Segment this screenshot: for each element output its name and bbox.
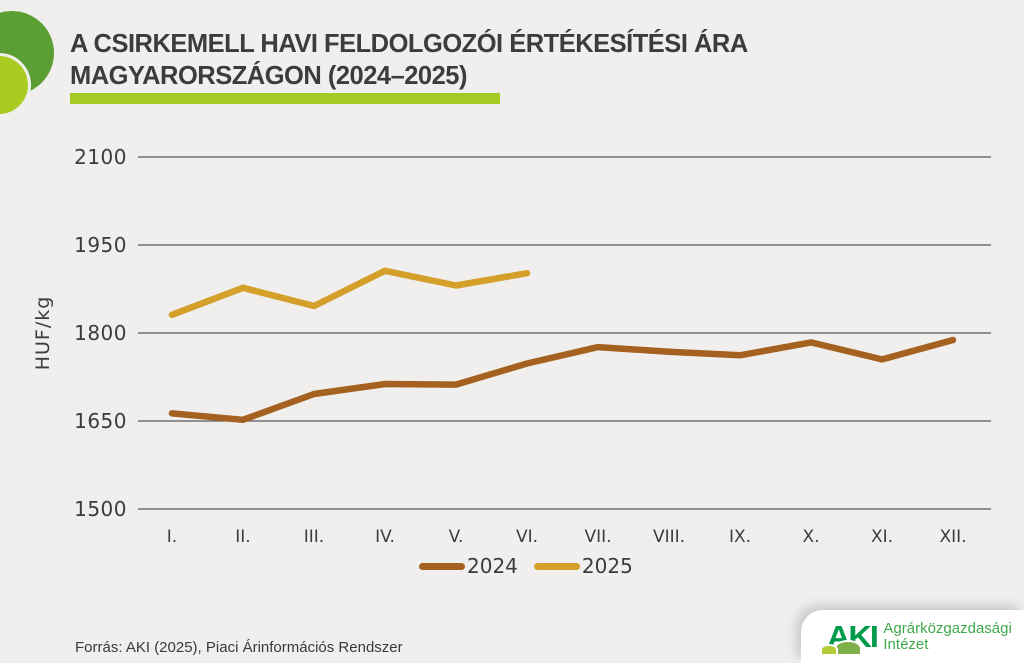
- legend-swatch-2024: [419, 562, 465, 570]
- aki-logo-name-line2: Intézet: [883, 635, 929, 653]
- aki-logo-name: Agrárközgazdasági Intézet: [883, 619, 1012, 653]
- x-tick-label-1: I.: [166, 527, 178, 547]
- x-tick-label-9: IX.: [728, 527, 752, 547]
- source-note: Forrás: AKI (2025), Piaci Árinformációs …: [75, 639, 403, 656]
- x-tick-label-11: XI.: [870, 527, 894, 547]
- x-tick-label-12: XII.: [939, 527, 967, 547]
- legend-item-2025: 2025: [533, 554, 633, 578]
- aki-logo-name-line1: Agrárközgazdasági: [883, 619, 1012, 637]
- page-title-line1: A CSIRKEMELL HAVI FELDOLGOZÓI ÉRTÉKESÍTÉ…: [70, 28, 748, 58]
- x-tick-label-5: V.: [448, 527, 464, 547]
- legend-swatch-2025: [533, 562, 580, 570]
- series-line-2024: [168, 336, 957, 424]
- x-tick-label-4: IV.: [375, 527, 395, 547]
- logo-hill-large-icon: [834, 639, 862, 654]
- x-tick-label-2: II.: [235, 527, 251, 547]
- x-tick-label-7: VII.: [584, 527, 612, 547]
- gridlines: [138, 156, 991, 510]
- logo-hill-small-icon: [820, 643, 838, 654]
- y-tick-label-1950: 1950: [74, 233, 127, 257]
- y-tick-label-1500: 1500: [74, 497, 127, 521]
- page-title: A CSIRKEMELL HAVI FELDOLGOZÓI ÉRTÉKESÍTÉ…: [70, 27, 815, 91]
- y-tick-label-2100: 2100: [74, 145, 127, 169]
- series-line-2025: [168, 267, 531, 319]
- chart-legend: 2024 2025: [419, 554, 633, 578]
- page-title-line2: MAGYARORSZÁGON (2024–2025): [70, 60, 467, 90]
- y-tick-label-1800: 1800: [74, 321, 127, 345]
- x-tick-label-6: VI.: [515, 527, 539, 547]
- y-tick-label-1650: 1650: [74, 409, 127, 433]
- x-tick-label-3: III.: [303, 527, 325, 547]
- title-underline-bar: [70, 93, 500, 104]
- x-tick-label-10: X.: [802, 527, 820, 547]
- series-lines: [168, 267, 957, 424]
- aki-logo-card: AKI Agrárközgazdasági Intézet: [801, 610, 1024, 663]
- legend-item-2024: 2024: [419, 554, 518, 578]
- aki-logo: AKI: [820, 619, 879, 655]
- x-tick-label-8: VIII.: [652, 527, 686, 547]
- legend-label-2024: 2024: [467, 554, 518, 578]
- legend-label-2025: 2025: [581, 554, 633, 578]
